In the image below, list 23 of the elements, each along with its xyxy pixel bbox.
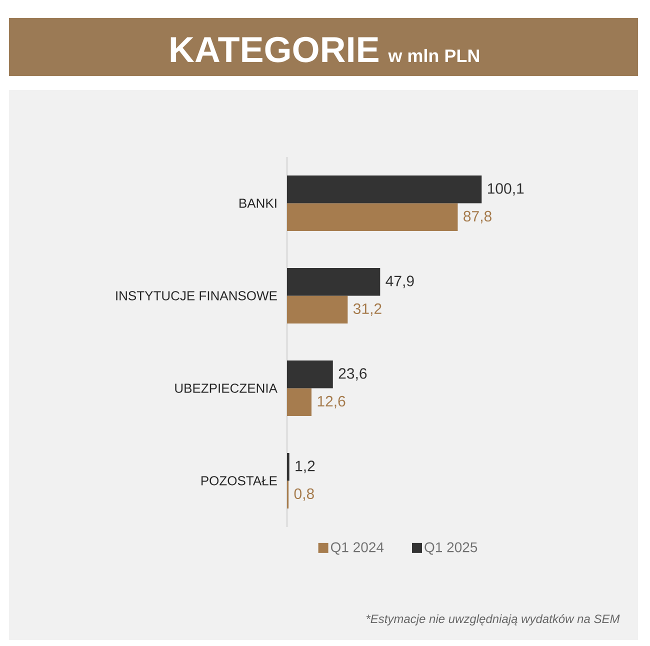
bar [287, 176, 482, 204]
data-label: 87,8 [464, 210, 492, 224]
text: *Estymacje nie uwzględniają wydatków na SEM [366, 614, 620, 626]
data-label: 1,2 [296, 460, 315, 474]
y-tick-label: POZOSTAŁE [201, 476, 277, 486]
data-label: 100,1 [488, 183, 524, 196]
bar [287, 296, 348, 324]
chart-subtitle: w mln PLN [388, 48, 479, 62]
bar [287, 388, 312, 416]
data-label: 47,9 [386, 276, 414, 288]
bar [287, 203, 458, 232]
data-label: 0,8 [294, 488, 314, 501]
data-label: 12,6 [318, 396, 346, 408]
chart-title: KATEGORIE [170, 36, 378, 62]
bar [287, 360, 333, 388]
legend-label: Q1 2024 [330, 542, 384, 555]
y-tick-label: INSTYTUCJE FINANSOWE [116, 291, 277, 300]
data-label: 31,2 [353, 303, 382, 316]
y-tick-label: UBEZPIECZENIA [175, 384, 278, 393]
bar [287, 268, 380, 296]
y-tick-label: BANKI [240, 198, 276, 208]
legend-label: Q1 2025 [424, 542, 478, 555]
data-label: 23,6 [338, 368, 367, 381]
